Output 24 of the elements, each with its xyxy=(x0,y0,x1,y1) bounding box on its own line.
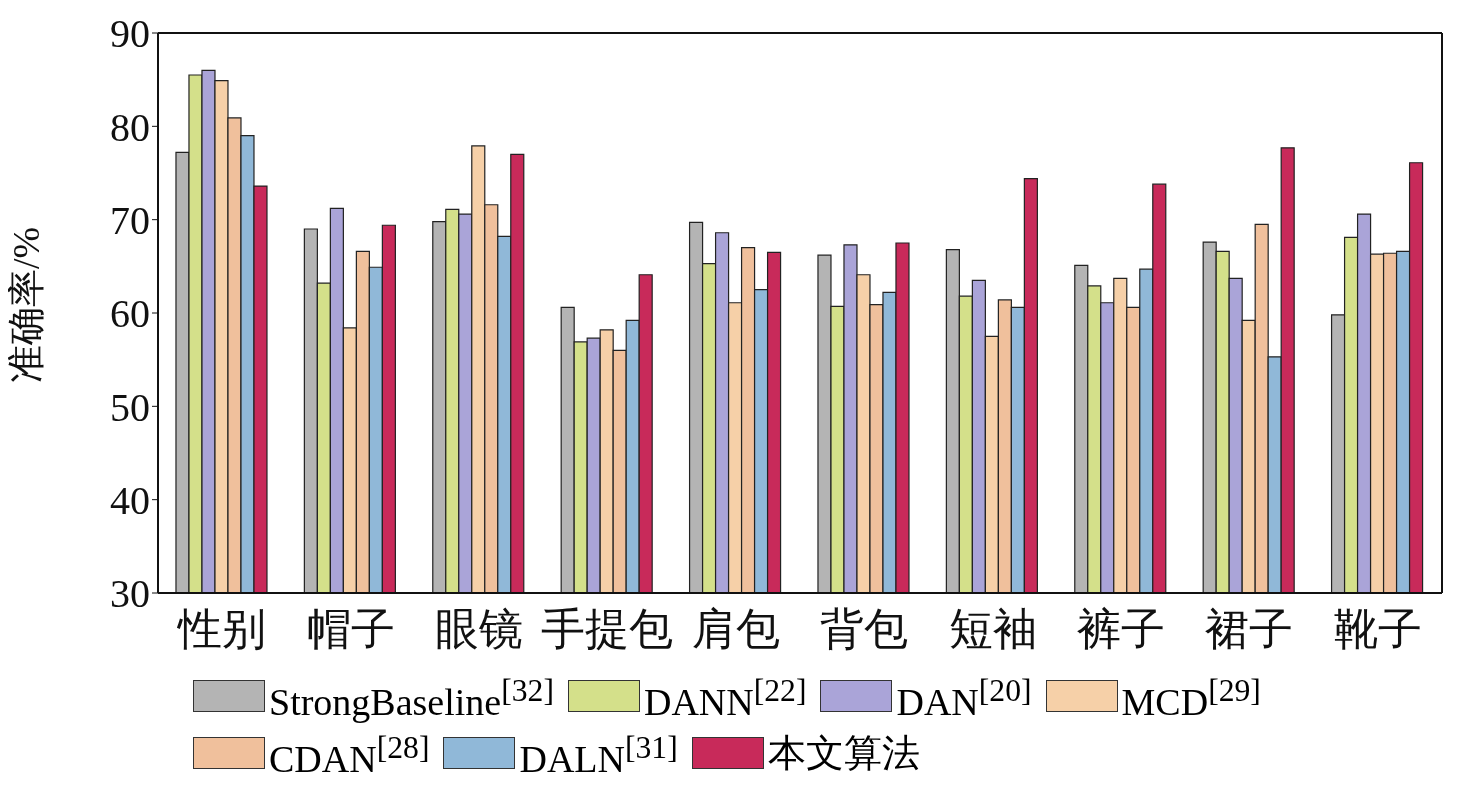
x-tick-label: 背包 xyxy=(820,605,909,655)
x-tick-label: 裙子 xyxy=(1205,605,1294,655)
legend-label: MCD$^{[29]}$ xyxy=(1121,672,1261,725)
y-tick-label: 60 xyxy=(110,291,150,337)
legend-label: StrongBaseline$^{[32]}$ xyxy=(269,672,554,725)
legend-label: CDAN$^{[28]}$ xyxy=(269,728,430,782)
y-tick-label: 50 xyxy=(110,384,150,430)
x-tick-label: 靴子 xyxy=(1333,605,1422,655)
x-tick-label: 眼镜 xyxy=(435,605,523,655)
x-tick-label: 短袖 xyxy=(948,605,1037,655)
x-tick-label: 肩包 xyxy=(691,605,780,655)
y-tick-label: 70 xyxy=(110,197,150,243)
y-tick-label: 40 xyxy=(110,477,150,523)
x-tick-label: 性别 xyxy=(176,605,267,655)
legend-label: DAN$^{[20]}$ xyxy=(896,672,1032,725)
y-tick-label: 80 xyxy=(110,104,150,150)
y-tick-label: 90 xyxy=(110,11,150,57)
x-tick-label: 手提包 xyxy=(541,605,674,655)
x-tick-label: 裤子 xyxy=(1077,605,1165,655)
y-tick-label: 30 xyxy=(110,571,150,617)
x-tick-label: 帽子 xyxy=(306,605,395,655)
legend-label: DALN$^{[31]}$ xyxy=(519,728,678,782)
legend-label: DANN$^{[22]}$ xyxy=(643,672,807,725)
legend-label: 本文算法 xyxy=(767,731,920,776)
